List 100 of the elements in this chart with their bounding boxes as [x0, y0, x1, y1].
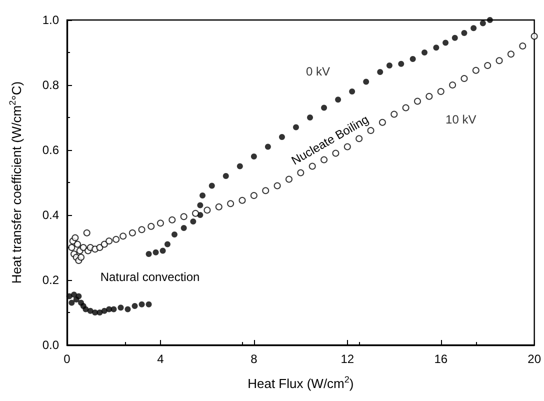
- point: [68, 300, 75, 306]
- series-label: 10 kV: [446, 112, 476, 126]
- point: [264, 144, 271, 150]
- point: [171, 232, 178, 238]
- y-tick-label: 0.0: [42, 338, 60, 352]
- point: [386, 62, 392, 68]
- point: [519, 42, 526, 50]
- point: [101, 308, 108, 314]
- point: [442, 40, 449, 46]
- point: [496, 57, 503, 64]
- x-tick-label: 4: [157, 352, 164, 366]
- point: [152, 249, 159, 256]
- x-tick-label: 8: [250, 352, 258, 366]
- point: [460, 75, 468, 82]
- point: [156, 220, 164, 227]
- point: [208, 182, 215, 189]
- point: [410, 56, 416, 62]
- point: [250, 192, 258, 199]
- point: [452, 34, 458, 41]
- point: [344, 143, 351, 150]
- point: [426, 92, 433, 100]
- y-tick-label: 0.6: [42, 143, 60, 157]
- point: [204, 206, 211, 214]
- point: [128, 229, 136, 236]
- point: [96, 244, 104, 251]
- point: [414, 98, 421, 105]
- point: [530, 32, 538, 40]
- point: [390, 110, 398, 118]
- x-tick-label: 20: [528, 352, 542, 366]
- point: [422, 50, 428, 56]
- point: [192, 210, 200, 217]
- point: [307, 114, 314, 120]
- point: [138, 301, 145, 308]
- point: [484, 62, 492, 69]
- point: [148, 222, 155, 230]
- point: [236, 163, 243, 170]
- point: [461, 30, 468, 36]
- point: [80, 244, 87, 251]
- point: [124, 306, 131, 312]
- point: [470, 25, 477, 32]
- point: [83, 229, 90, 236]
- point: [227, 200, 234, 208]
- point: [200, 192, 206, 198]
- point: [486, 17, 493, 23]
- point: [377, 69, 384, 75]
- point: [76, 293, 82, 300]
- point: [215, 203, 222, 210]
- point: [378, 118, 386, 126]
- point: [197, 202, 204, 208]
- point: [68, 244, 76, 251]
- point: [507, 50, 514, 58]
- point: [118, 304, 124, 311]
- point: [190, 218, 196, 224]
- point: [74, 240, 82, 248]
- point: [160, 248, 166, 254]
- point: [472, 66, 480, 74]
- x-tick-label: 0: [64, 352, 71, 366]
- point: [180, 225, 187, 231]
- point: [398, 60, 404, 67]
- point: [78, 254, 85, 261]
- point: [262, 187, 270, 194]
- point: [437, 88, 444, 95]
- point: [164, 241, 170, 248]
- y-tick-label: 1.0: [42, 13, 60, 27]
- point: [72, 234, 79, 242]
- point: [297, 169, 304, 176]
- point: [278, 134, 285, 140]
- point: [480, 20, 486, 26]
- point: [110, 306, 117, 312]
- y-tick-label: 0.2: [42, 273, 60, 287]
- y-tick-label: 0.8: [42, 78, 60, 92]
- point: [132, 303, 138, 309]
- point: [335, 96, 342, 103]
- point: [238, 196, 246, 204]
- x-tick-label: 12: [340, 352, 354, 366]
- point: [433, 44, 440, 51]
- point: [285, 176, 292, 183]
- point: [292, 124, 299, 130]
- point: [321, 104, 328, 111]
- point: [222, 173, 229, 179]
- point: [363, 78, 370, 85]
- point: [250, 154, 257, 160]
- point: [449, 82, 456, 88]
- point: [146, 251, 152, 257]
- point: [168, 216, 176, 224]
- point: [120, 232, 127, 240]
- point: [66, 293, 72, 300]
- x-tick-label: 16: [434, 352, 448, 366]
- annotation: Natural convection: [100, 270, 200, 284]
- point: [112, 236, 120, 243]
- point: [138, 226, 146, 234]
- point: [402, 104, 410, 112]
- point: [180, 213, 188, 220]
- point: [146, 301, 152, 308]
- point: [274, 182, 281, 190]
- point: [100, 240, 108, 248]
- point: [349, 88, 356, 94]
- point: [96, 310, 103, 316]
- series-label: 0 kV: [306, 64, 330, 79]
- y-axis-title: Heat transfer coefficient (W/cm2°C): [8, 81, 24, 284]
